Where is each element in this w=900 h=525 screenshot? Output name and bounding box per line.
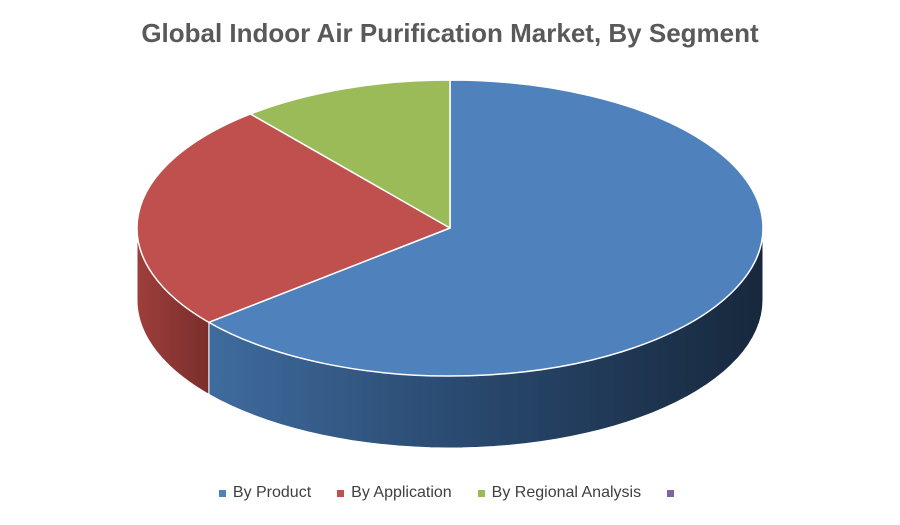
legend-item — [667, 489, 681, 497]
pie-slice — [136, 113, 451, 324]
legend: By Product By Application By Regional An… — [0, 484, 900, 502]
legend-label: By Regional Analysis — [491, 484, 642, 501]
legend-swatch — [667, 489, 675, 497]
legend-item: By Application — [337, 484, 452, 502]
chart-title: Global Indoor Air Purification Market, B… — [141, 18, 759, 48]
pie-slice — [249, 79, 451, 229]
legend-label: By Product — [232, 484, 312, 501]
legend-label: By Application — [351, 484, 452, 501]
pie-slice — [208, 79, 764, 377]
legend-swatch — [337, 489, 345, 497]
legend-item: By Regional Analysis — [477, 484, 642, 502]
legend-swatch — [218, 489, 226, 497]
legend-item: By Product — [218, 484, 312, 502]
legend-swatch — [477, 489, 485, 497]
